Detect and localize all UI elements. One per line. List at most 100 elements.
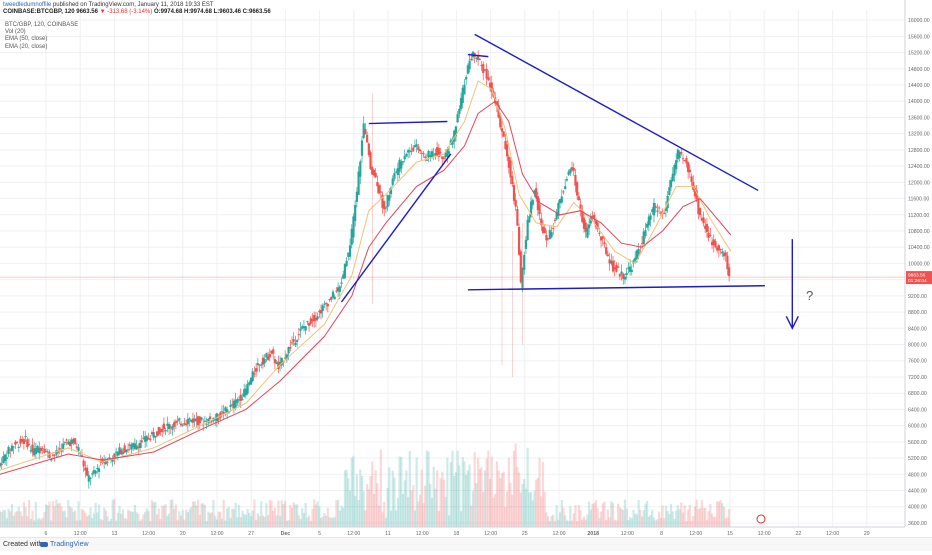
time-tick-label: 25	[522, 531, 528, 537]
volume-bar	[408, 450, 411, 527]
volume-bar	[280, 500, 283, 527]
volume-bar	[335, 500, 338, 527]
volume-bar	[357, 500, 360, 527]
candle-body	[516, 208, 519, 226]
legend-item[interactable]: BTC/GBP, 120, COINBASE	[5, 22, 79, 28]
candle-body	[663, 212, 666, 214]
volume-bar	[183, 519, 186, 527]
candle-body	[60, 450, 63, 452]
volume-bar	[688, 505, 691, 527]
candle-body	[108, 457, 111, 459]
candle-body	[116, 451, 119, 456]
volume-bar	[528, 492, 531, 527]
volume-bar	[149, 520, 152, 527]
trendline[interactable]	[368, 120, 448, 125]
volume-bar	[627, 519, 630, 527]
candle-body	[447, 151, 451, 154]
candle-body	[465, 76, 468, 80]
volume-bar	[343, 470, 347, 527]
question-mark-label: ?	[806, 288, 813, 303]
trendline[interactable]	[467, 53, 489, 58]
candle-body	[695, 190, 698, 200]
candle-body	[313, 315, 316, 322]
volume-bar	[2, 510, 5, 527]
volume-bar	[123, 517, 126, 527]
legend-item[interactable]: EMA (50, close)	[5, 36, 48, 43]
candle-body	[651, 209, 654, 213]
candle-body	[304, 325, 307, 331]
volume-bar	[297, 515, 300, 527]
tradingview-brand[interactable]: TradingView	[40, 541, 89, 548]
volume-bar	[101, 519, 104, 527]
volume-bar	[560, 499, 563, 527]
candle-body	[26, 439, 29, 448]
user-drawings[interactable]: ?	[340, 33, 814, 330]
price-axis[interactable]: 3600.00 4000.00 4400.00 4800.00 5200.00 5600.…	[904, 0, 932, 527]
candle-body	[217, 418, 220, 420]
candle-body	[0, 463, 3, 465]
candle-body	[425, 159, 428, 161]
candle-body	[284, 357, 287, 359]
candle-body	[717, 245, 720, 251]
legend-item[interactable]: Vol (20)	[5, 29, 26, 36]
trendline[interactable]	[467, 285, 765, 291]
author-link[interactable]: tweedledumnoffile	[3, 2, 52, 8]
volume-bar	[608, 517, 611, 527]
candle-body	[157, 427, 160, 435]
candle-body	[716, 247, 719, 251]
volume-bar	[338, 510, 341, 527]
volume-bar	[499, 478, 502, 527]
candle-body	[698, 207, 702, 216]
volume-bar	[393, 477, 396, 527]
candle-body	[336, 287, 340, 292]
trendline[interactable]	[340, 153, 452, 303]
candle-body	[656, 210, 659, 212]
time-tick-label: 27	[248, 531, 254, 537]
time-tick-label: 6	[45, 531, 48, 537]
legend-item[interactable]: EMA (20, close)	[5, 43, 48, 50]
candle-body	[618, 274, 621, 277]
event-flag-icon[interactable]	[756, 514, 766, 524]
volume-bar	[212, 500, 215, 527]
candle-body	[384, 207, 388, 209]
candle-body	[207, 418, 210, 424]
volume-bar	[603, 501, 606, 527]
candle-body	[538, 204, 541, 215]
candle-body	[565, 179, 569, 181]
candle-body	[149, 438, 152, 441]
candle-body	[671, 173, 674, 181]
volume-bar	[99, 519, 102, 527]
volume-bar	[659, 517, 662, 527]
volume-bar	[39, 519, 43, 527]
candle-body	[33, 448, 36, 456]
candle-body	[144, 436, 147, 442]
candle-body	[142, 437, 145, 439]
volume-bar	[471, 490, 475, 527]
time-axis[interactable]: 6 12:00 13 12:00 20 12:00 27 Dec 5 12:00 11 12:00 18…	[0, 514, 905, 537]
volume-bar	[108, 520, 111, 527]
price-tag[interactable]	[906, 271, 932, 285]
volume-bar	[227, 506, 230, 527]
volume-bar	[84, 512, 87, 527]
candle-body	[357, 171, 360, 195]
volume-bar	[584, 519, 587, 527]
candle-body	[285, 354, 288, 360]
price-tag-time: 01:26:04	[908, 278, 927, 284]
candle-body	[348, 245, 352, 257]
volume-bar	[676, 505, 679, 527]
candle-body	[536, 196, 539, 211]
volume-bar	[89, 507, 92, 527]
down-arrow-head[interactable]	[785, 315, 799, 330]
trendline[interactable]	[474, 33, 759, 192]
volume-bar	[511, 494, 514, 527]
candle-body	[526, 219, 529, 241]
volume-bar	[386, 487, 389, 527]
volume-bar	[543, 491, 546, 527]
candle-body	[246, 383, 249, 394]
volume-bar	[313, 499, 316, 527]
candle-body	[453, 130, 456, 142]
volume-bar	[717, 501, 720, 527]
time-tick-label: 12:00	[758, 531, 771, 537]
